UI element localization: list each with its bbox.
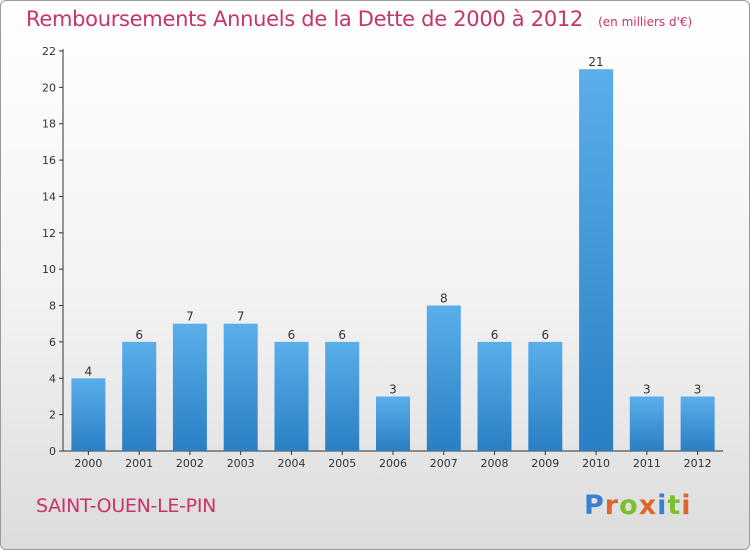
y-tick-label: 18: [42, 118, 56, 131]
bar-2003: [223, 323, 258, 451]
x-tick-label: 2006: [379, 457, 407, 470]
value-label-2004: 6: [288, 328, 296, 342]
logo-letter: o: [619, 490, 639, 521]
value-label-2001: 6: [135, 328, 143, 342]
x-tick-label: 2010: [582, 457, 610, 470]
chart-unit: (en milliers d'€): [598, 15, 693, 29]
x-tick-label: 2000: [74, 457, 102, 470]
y-tick-label: 8: [49, 300, 56, 313]
x-tick-label: 2007: [430, 457, 458, 470]
x-tick-label: 2005: [328, 457, 356, 470]
x-tick-label: 2003: [227, 457, 255, 470]
bar-2002: [172, 323, 207, 451]
value-label-2005: 6: [338, 328, 346, 342]
value-label-2002: 7: [186, 310, 194, 324]
bar-2001: [122, 341, 157, 451]
logo-letter: i: [681, 490, 692, 521]
bar-2004: [274, 341, 309, 451]
chart-title-row: Remboursements Annuels de la Dette de 20…: [26, 7, 692, 31]
x-tick-label: 2008: [481, 457, 509, 470]
y-tick-label: 14: [42, 190, 56, 203]
bar-2012: [680, 396, 715, 451]
y-tick-label: 10: [42, 263, 56, 276]
x-tick-label: 2012: [684, 457, 712, 470]
value-label-2009: 6: [541, 328, 549, 342]
y-tick-label: 22: [42, 45, 56, 58]
logo-letter: r: [604, 490, 620, 521]
bar-2006: [376, 396, 410, 451]
y-tick-label: 2: [49, 409, 56, 422]
x-tick-label: 2002: [176, 457, 204, 470]
y-tick-label: 4: [49, 372, 56, 385]
value-label-2000: 4: [85, 364, 93, 378]
value-label-2012: 3: [694, 382, 702, 396]
bar-2008: [477, 341, 512, 451]
commune-name: SAINT-OUEN-LE-PIN: [36, 495, 217, 517]
y-tick-label: 16: [42, 154, 56, 167]
logo-letter: i: [657, 490, 668, 521]
bar-2009: [528, 341, 563, 451]
x-tick-label: 2011: [633, 457, 661, 470]
y-tick-label: 0: [49, 445, 56, 458]
bar-2010: [579, 69, 614, 451]
value-label-2008: 6: [491, 328, 499, 342]
chart-title: Remboursements Annuels de la Dette de 20…: [26, 7, 583, 31]
x-tick-label: 2001: [125, 457, 153, 470]
x-tick-label: 2004: [277, 457, 305, 470]
logo-letter: t: [667, 490, 682, 521]
y-tick-label: 12: [42, 227, 56, 240]
bar-2011: [629, 396, 664, 451]
bar-2000: [71, 378, 106, 451]
logo-letter: P: [584, 490, 605, 521]
value-label-2006: 3: [389, 382, 397, 396]
y-tick-label: 6: [49, 336, 56, 349]
bar-2005: [325, 341, 360, 451]
value-label-2010: 21: [588, 55, 603, 69]
value-label-2007: 8: [440, 292, 448, 306]
y-tick-label: 20: [42, 81, 56, 94]
bar-2007: [426, 305, 461, 451]
value-label-2003: 7: [237, 310, 245, 324]
logo-letter: x: [638, 490, 658, 521]
value-label-2011: 3: [643, 382, 651, 396]
proxiti-logo: Proxiti: [584, 490, 692, 521]
x-tick-label: 2009: [531, 457, 559, 470]
